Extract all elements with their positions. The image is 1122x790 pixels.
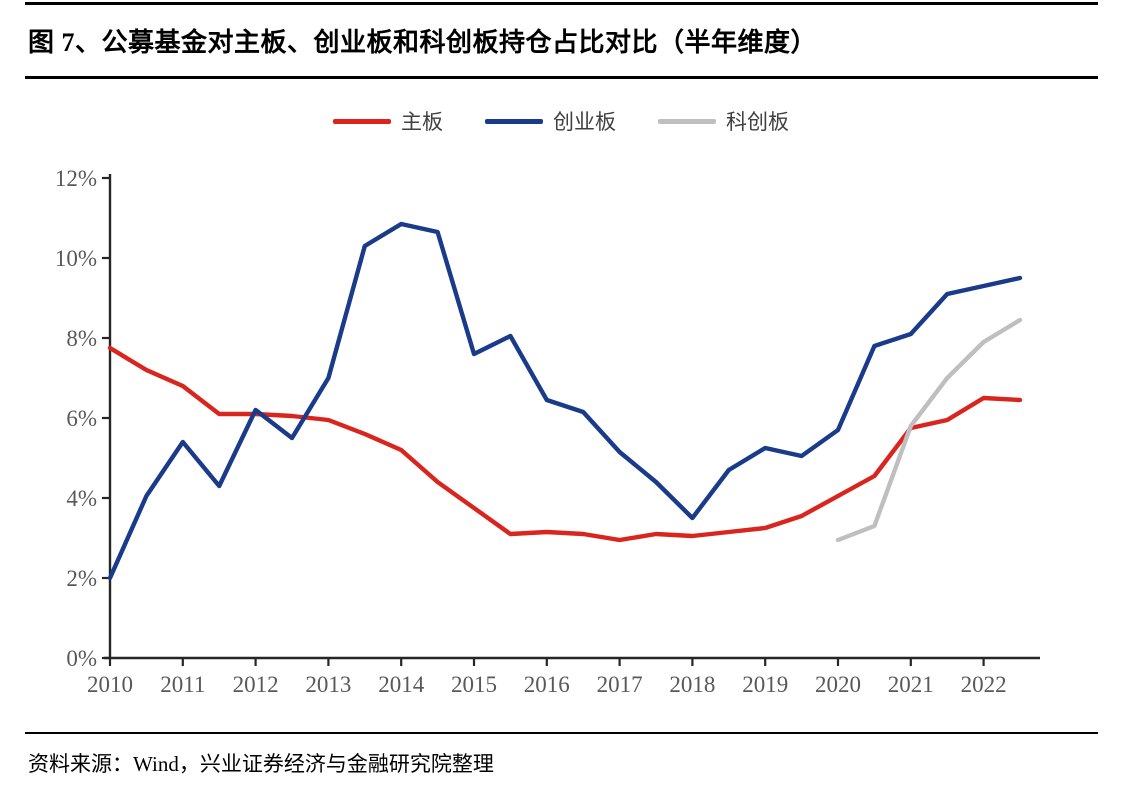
legend-item-创业板: 创业板: [485, 106, 616, 136]
x-tick-label: 2019: [742, 672, 788, 697]
figure-title: 图 7、公募基金对主板、创业板和科创板持仓占比对比（半年维度）: [28, 28, 818, 57]
y-tick-label: 10%: [55, 246, 97, 271]
y-tick-label: 6%: [66, 406, 97, 431]
x-tick-label: 2021: [888, 672, 934, 697]
y-tick-label: 12%: [55, 166, 97, 191]
x-tick-label: 2022: [961, 672, 1007, 697]
chart-legend: 主板 创业板 科创板: [0, 106, 1122, 136]
y-tick-label: 4%: [66, 486, 97, 511]
x-tick-label: 2016: [524, 672, 570, 697]
legend-swatch-icon: [333, 118, 391, 124]
x-tick-label: 2018: [669, 672, 715, 697]
x-tick-label: 2012: [233, 672, 279, 697]
series-line-主板: [107, 345, 1023, 543]
legend-swatch-icon: [658, 118, 716, 124]
source-note: 资料来源：Wind，兴业证券经济与金融研究院整理: [28, 752, 494, 776]
legend-swatch-icon: [485, 118, 543, 124]
bottom-rule: [25, 732, 1098, 734]
y-tick-label: 2%: [66, 566, 97, 591]
y-tick-label: 8%: [66, 326, 97, 351]
series-line-科创板: [835, 317, 1023, 543]
x-tick-label: 2017: [597, 672, 643, 697]
legend-item-科创板: 科创板: [658, 106, 789, 136]
legend-label: 主板: [401, 110, 443, 134]
x-tick-label: 2013: [305, 672, 351, 697]
title-divider-rule: [25, 76, 1098, 79]
x-tick-label: 2014: [378, 672, 425, 697]
legend-item-主板: 主板: [333, 106, 443, 136]
legend-label: 创业板: [553, 110, 616, 134]
x-tick-label: 2011: [160, 672, 205, 697]
x-tick-label: 2010: [87, 672, 133, 697]
legend-label: 科创板: [726, 110, 789, 134]
series-line-创业板: [107, 221, 1023, 581]
x-tick-label: 2020: [815, 672, 861, 697]
y-tick-label: 0%: [66, 646, 97, 671]
top-rule: [25, 2, 1098, 5]
x-tick-label: 2015: [451, 672, 497, 697]
